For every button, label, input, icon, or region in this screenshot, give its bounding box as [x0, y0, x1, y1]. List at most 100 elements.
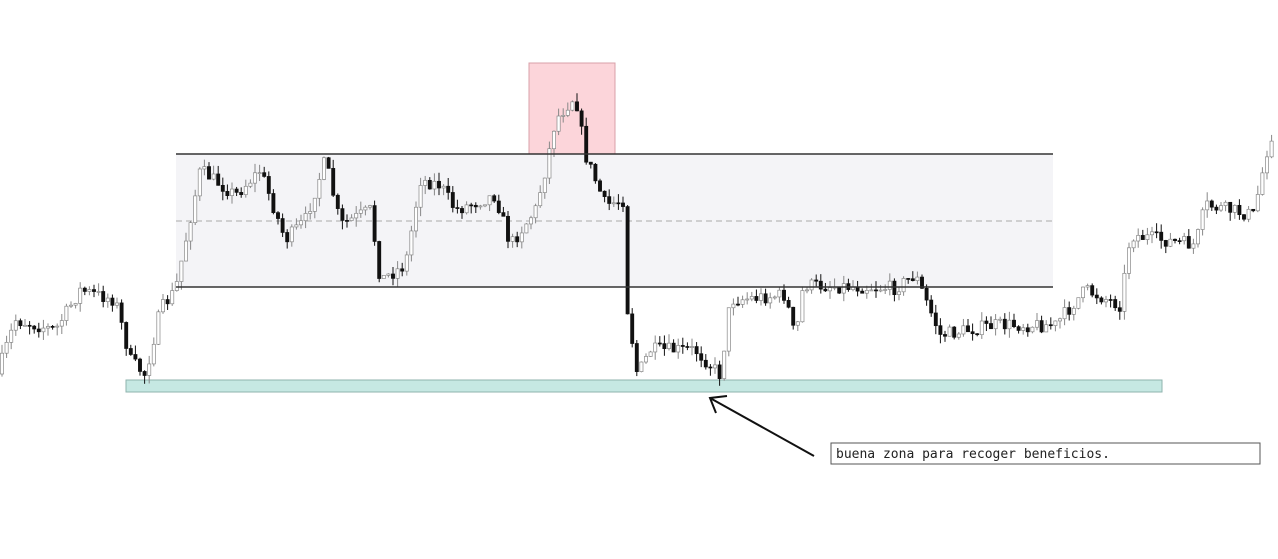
candle-part: [800, 290, 805, 323]
candle-part: [588, 161, 593, 165]
candle-part: [1260, 172, 1265, 195]
candle-part: [1228, 201, 1233, 213]
candle-part: [1269, 140, 1274, 158]
candle-part: [46, 326, 50, 329]
candle-part: [220, 184, 225, 192]
candle-part: [4, 341, 9, 354]
candle-part: [519, 232, 524, 243]
candle-part: [1191, 243, 1196, 249]
candle-part: [1044, 324, 1049, 333]
candle-part: [1265, 156, 1269, 174]
candle-part: [717, 364, 722, 379]
candle-part: [368, 205, 372, 208]
candle-part: [662, 343, 667, 349]
candle-part: [105, 297, 110, 302]
candle-part: [432, 180, 437, 190]
candle-part: [1214, 206, 1219, 211]
candle-part: [685, 346, 690, 348]
candle-part: [1173, 238, 1177, 241]
candle-part: [1021, 327, 1026, 331]
candle-part: [248, 182, 253, 187]
candle-part: [165, 299, 170, 305]
candle-part: [0, 352, 4, 375]
candle-part: [947, 326, 952, 337]
candle-part: [809, 279, 814, 291]
candle-part: [299, 220, 303, 226]
candle-part: [110, 297, 115, 306]
candle-part: [841, 283, 846, 294]
candle-part: [285, 232, 290, 243]
candle-part: [418, 185, 423, 208]
candle-part: [161, 299, 165, 313]
candle-part: [1251, 208, 1256, 212]
candle-part: [1108, 299, 1113, 301]
candle-part: [653, 342, 658, 353]
candle-part: [1085, 285, 1090, 288]
candle-part: [23, 324, 27, 327]
candle-part: [690, 346, 694, 348]
candle-part: [745, 298, 750, 301]
candle-part: [32, 325, 37, 330]
candle-part: [915, 276, 920, 281]
candle-part: [1196, 229, 1200, 245]
candle-part: [211, 173, 216, 180]
candle-part: [230, 188, 234, 196]
candle-part: [36, 328, 41, 333]
candle-part: [722, 350, 727, 379]
candle-part: [639, 361, 644, 372]
candle-part: [515, 236, 520, 243]
candle-part: [777, 289, 782, 298]
candle-part: [345, 220, 349, 222]
target-zone: [125, 379, 1163, 393]
candle-part: [1090, 285, 1095, 296]
candle-part: [1117, 307, 1122, 312]
candle-part: [1007, 319, 1012, 330]
candle-part: [529, 217, 533, 225]
candle-part: [561, 115, 566, 117]
candle-part: [381, 275, 386, 279]
candle-part: [1104, 299, 1108, 303]
candle-part: [782, 289, 786, 301]
candle-part: [78, 287, 83, 304]
candle-part: [726, 307, 731, 352]
candle-part: [404, 254, 409, 272]
candle-part: [69, 304, 73, 307]
candle-part: [1030, 326, 1035, 333]
candle-part: [1136, 235, 1141, 242]
candle-part: [124, 322, 129, 349]
candle-part: [542, 177, 547, 193]
candle-part: [487, 195, 492, 206]
candle-part: [749, 296, 754, 300]
candle-part: [414, 206, 418, 232]
candle-part: [55, 325, 60, 328]
candle-part: [262, 172, 267, 177]
candle-part: [966, 325, 970, 333]
candle-part: [584, 125, 589, 163]
candle-part: [989, 323, 993, 330]
candle-part: [1186, 236, 1191, 249]
candle-part: [473, 204, 478, 208]
candle-part: [147, 363, 152, 376]
candle-part: [602, 190, 607, 197]
candle-part: [1242, 214, 1246, 220]
candle-part: [634, 343, 639, 372]
candle-part: [703, 359, 708, 368]
arrow: [708, 395, 815, 457]
candle-part: [814, 279, 819, 282]
candle-part: [27, 324, 32, 327]
candle-part: [887, 280, 892, 290]
candle-part: [910, 278, 915, 281]
candle-part: [630, 313, 635, 344]
candle-part: [174, 281, 179, 291]
candle-part: [671, 342, 676, 353]
candle-part: [460, 208, 464, 214]
candle-part: [115, 302, 119, 306]
candle-part: [667, 342, 671, 349]
candle-part: [823, 288, 828, 292]
candle-part: [1150, 231, 1154, 236]
candle-part: [464, 204, 469, 214]
candle-part: [961, 325, 966, 335]
candle-part: [763, 293, 768, 304]
candle-part: [82, 287, 87, 292]
